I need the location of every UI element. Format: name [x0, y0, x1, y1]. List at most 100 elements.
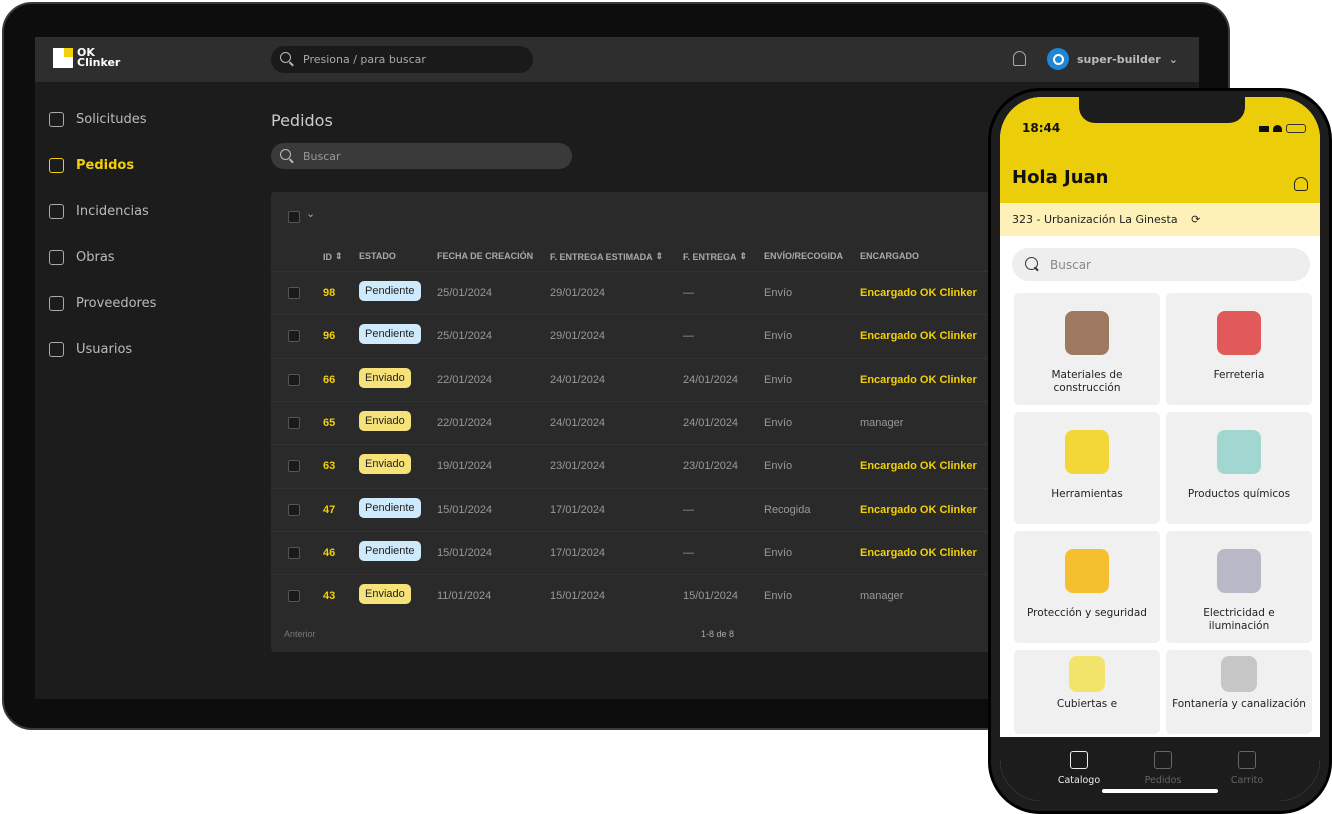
home-indicator — [1102, 789, 1218, 793]
row-checkbox[interactable] — [288, 503, 300, 516]
row-checkbox[interactable] — [288, 330, 300, 343]
estimated-date: 29/01/2024 — [550, 330, 606, 343]
table-row[interactable]: 96 Pendiente 25/01/2024 29/01/2024 — Env… — [271, 314, 1031, 357]
status-badge: Pendiente — [359, 497, 421, 518]
order-id[interactable]: 47 — [323, 503, 336, 516]
column-header[interactable]: F. ENTREGA ESTIMADA ⇕ — [550, 251, 663, 262]
building-icon — [49, 296, 64, 311]
category-tile[interactable]: Cubiertas e — [1014, 650, 1160, 734]
table-row[interactable]: 43 Enviado 11/01/2024 15/01/2024 15/01/2… — [271, 574, 1031, 617]
status-badge: Enviado — [359, 367, 411, 388]
table-row[interactable]: 63 Enviado 19/01/2024 23/01/2024 23/01/2… — [271, 444, 1031, 487]
sidebar-item-solicitudes[interactable]: Solicitudes — [49, 112, 147, 127]
logo-mark — [53, 48, 73, 68]
category-tile[interactable]: Protección y seguridad — [1014, 531, 1160, 643]
order-id[interactable]: 66 — [323, 373, 336, 386]
sidebar-item-proveedores[interactable]: Proveedores — [49, 296, 156, 311]
order-id[interactable]: 46 — [323, 546, 336, 559]
order-id[interactable]: 63 — [323, 460, 336, 473]
table-row[interactable]: 66 Enviado 22/01/2024 24/01/2024 24/01/2… — [271, 357, 1031, 401]
sort-icon[interactable]: ⇕ — [335, 251, 343, 261]
category-tile[interactable]: Electricidad e iluminación — [1166, 531, 1312, 643]
column-header-label: ESTADO — [359, 251, 396, 261]
column-header-label: F. ENTREGA — [683, 251, 737, 262]
row-checkbox[interactable] — [288, 416, 300, 429]
category-tile[interactable]: Fontanería y canalización — [1166, 650, 1312, 734]
nav-catalogo[interactable]: Catalogo — [1044, 751, 1114, 786]
status-icons — [1259, 124, 1306, 133]
logo-text: OK Clinker — [77, 46, 121, 69]
category-tile[interactable]: Materiales de construcción — [1014, 293, 1160, 405]
table-row[interactable]: 46 Pendiente 15/01/2024 17/01/2024 — Env… — [271, 530, 1031, 574]
estimated-date: 17/01/2024 — [550, 503, 606, 516]
status-badge: Enviado — [359, 454, 411, 475]
clipboard-icon — [49, 158, 64, 173]
select-all-checkbox[interactable] — [288, 211, 300, 223]
column-header[interactable]: ENVÍO/RECOGIDA — [764, 251, 843, 261]
search-placeholder: Buscar — [303, 150, 341, 163]
column-header[interactable]: ENCARGADO — [860, 251, 919, 261]
sort-icon[interactable]: ⇕ — [655, 251, 664, 261]
logo[interactable]: OK Clinker — [53, 46, 121, 69]
column-header[interactable]: ID ⇕ — [323, 251, 343, 262]
bell-icon[interactable] — [1013, 51, 1026, 66]
order-id[interactable]: 65 — [323, 416, 336, 429]
sidebar-item-incidencias[interactable]: Incidencias — [49, 204, 149, 219]
global-search-input[interactable]: Presiona / para buscar — [271, 46, 533, 73]
table-row[interactable]: 98 Pendiente 25/01/2024 29/01/2024 — Env… — [271, 271, 1031, 314]
assignee: Encargado OK Clinker — [860, 373, 977, 386]
delivery-date: — — [683, 287, 694, 299]
sidebar-item-obras[interactable]: Obras — [49, 250, 115, 265]
order-id[interactable]: 43 — [323, 590, 336, 603]
estimated-date: 24/01/2024 — [550, 373, 606, 386]
table-row[interactable]: 47 Pendiente 15/01/2024 17/01/2024 — Rec… — [271, 487, 1031, 531]
wifi-icon — [1273, 125, 1282, 132]
table-row[interactable]: 65 Enviado 22/01/2024 24/01/2024 24/01/2… — [271, 400, 1031, 444]
estimated-date: 17/01/2024 — [550, 546, 606, 559]
address-bar[interactable]: 323 - Urbanización La Ginesta ⟳ — [1000, 203, 1320, 236]
category-label: Cubiertas e — [1056, 698, 1118, 710]
search-input[interactable]: Buscar — [271, 143, 572, 169]
status-badge: Enviado — [359, 410, 411, 431]
order-id[interactable]: 96 — [323, 330, 336, 343]
creation-date: 19/01/2024 — [437, 460, 493, 473]
row-checkbox[interactable] — [288, 546, 300, 559]
delivery-date: 24/01/2024 — [683, 373, 739, 386]
sidebar-item-label: Pedidos — [76, 158, 135, 173]
row-checkbox[interactable] — [288, 373, 300, 386]
delivery-date: — — [683, 330, 694, 343]
delivery-method: Envío — [764, 330, 793, 343]
category-tile[interactable]: Herramientas — [1014, 412, 1160, 524]
assignee: Encargado OK Clinker — [860, 330, 977, 343]
signal-icon — [1259, 125, 1269, 132]
column-header[interactable]: ESTADO — [359, 251, 396, 261]
row-checkbox[interactable] — [288, 590, 300, 603]
category-tile[interactable]: Ferreteria — [1166, 293, 1312, 405]
order-id[interactable]: 98 — [323, 287, 336, 299]
sidebar-item-usuarios[interactable]: Usuarios — [49, 342, 132, 357]
category-image — [1217, 430, 1261, 474]
category-image — [1065, 311, 1109, 355]
category-tile[interactable]: Productos químicos — [1166, 412, 1312, 524]
row-checkbox[interactable] — [288, 287, 300, 299]
address-text: 323 - Urbanización La Ginesta — [1012, 213, 1178, 226]
column-header[interactable]: F. ENTREGA ⇕ — [683, 251, 747, 262]
search-placeholder: Buscar — [1050, 258, 1091, 272]
previous-page-button[interactable]: Anterior — [284, 629, 316, 639]
top-bar: OK Clinker Presiona / para buscar super-b… — [35, 37, 1199, 82]
row-checkbox[interactable] — [288, 460, 300, 473]
column-header[interactable]: FECHA DE CREACIÓN — [437, 251, 533, 261]
sidebar-item-pedidos[interactable]: Pedidos — [49, 158, 134, 173]
nav-pedidos[interactable]: Pedidos — [1128, 751, 1198, 786]
profile-icon[interactable] — [1294, 177, 1308, 191]
nav-carrito[interactable]: Carrito — [1212, 751, 1282, 786]
refresh-icon[interactable]: ⟳ — [1191, 213, 1201, 226]
user-menu[interactable]: super-builder ⌄ — [1047, 48, 1178, 70]
phone-frame: 18:44 Hola Juan 323 - Urbanización La Gi… — [988, 88, 1332, 814]
estimated-date: 29/01/2024 — [550, 287, 606, 299]
mobile-search-input[interactable]: Buscar — [1012, 248, 1310, 281]
category-image — [1217, 549, 1261, 593]
sort-icon[interactable]: ⇕ — [739, 251, 748, 261]
chevron-down-icon[interactable]: ⌄ — [306, 208, 316, 220]
delivery-method: Envío — [764, 373, 793, 386]
